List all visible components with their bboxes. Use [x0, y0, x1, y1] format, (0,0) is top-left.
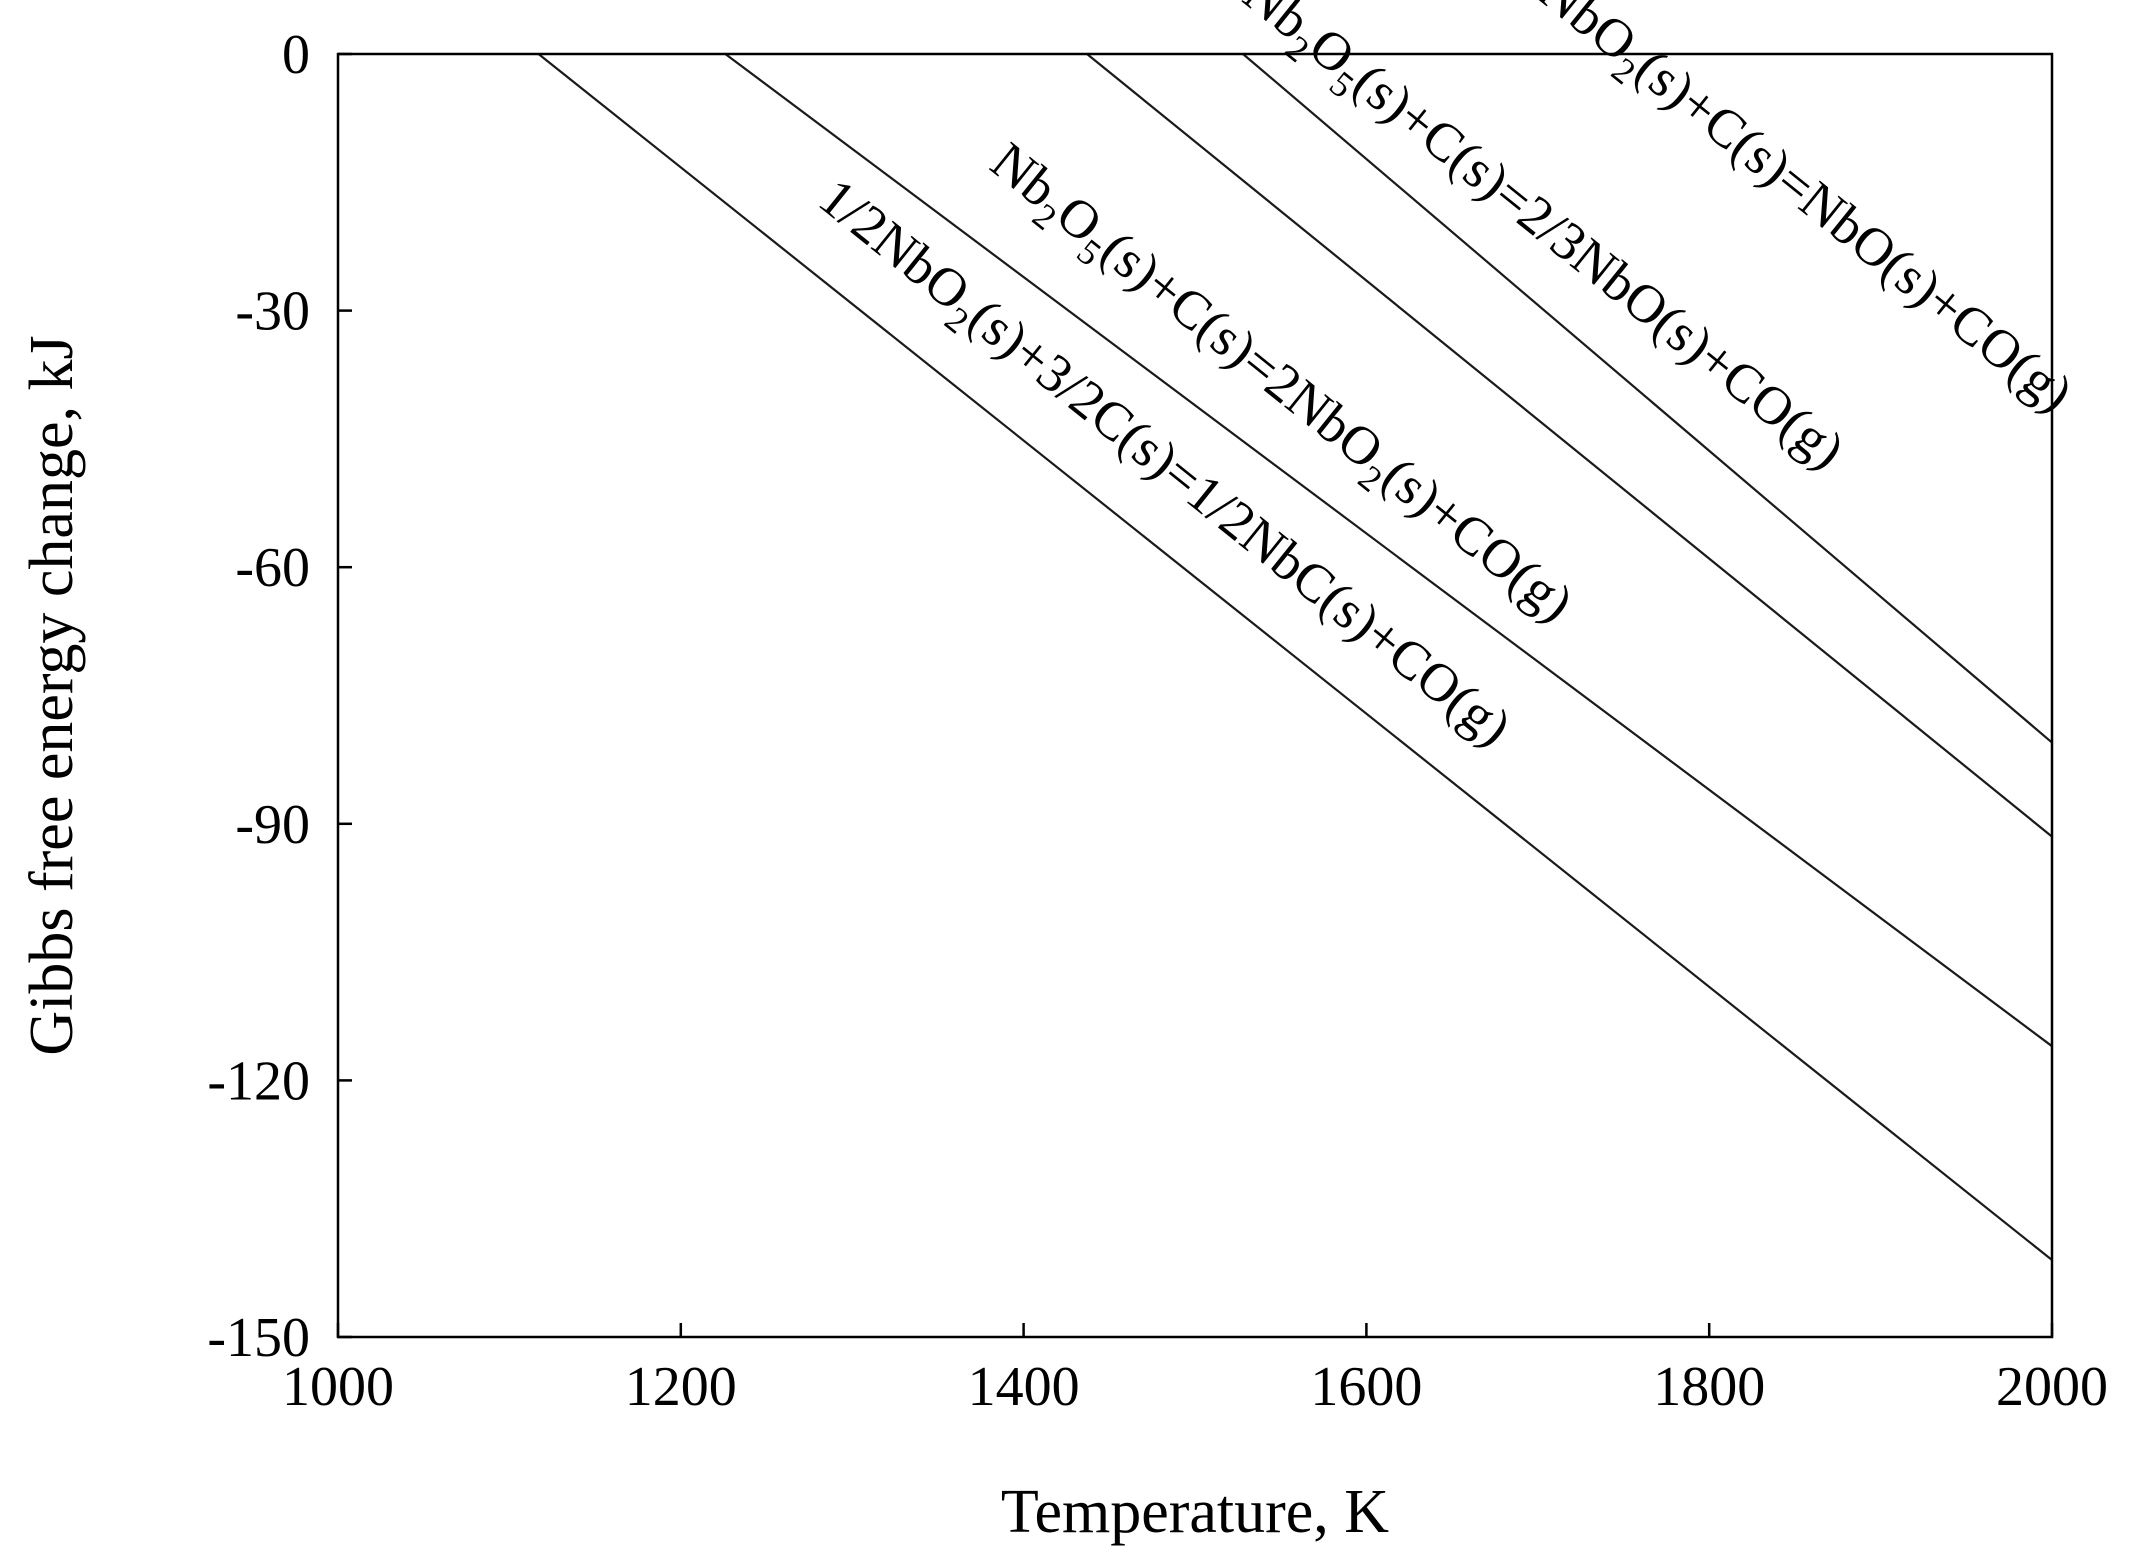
- x-tick-label: 2000: [1996, 1356, 2108, 1418]
- series-label-text: 1/2NbO: [808, 167, 981, 323]
- x-axis-title: Temperature, K: [1001, 1478, 1389, 1546]
- y-tick-label: -150: [207, 1307, 310, 1369]
- series-label-text: (s)+CO(g): [1371, 445, 1584, 633]
- x-tick-label: 1400: [968, 1356, 1080, 1418]
- plot-frame: [336, 52, 2054, 1339]
- x-tick-label: 1600: [1310, 1356, 1422, 1418]
- y-tick-label: -90: [235, 794, 310, 856]
- series-line-3: [724, 53, 2053, 1048]
- x-tick-label: 1000: [282, 1356, 394, 1418]
- series-label-1: NbO2(s)+C(s)=NbO(s)+CO(g): [1522, 0, 2084, 431]
- series-line-1: [1242, 53, 2053, 744]
- axis-layer: 1000 1200 1400 1600 1800 2000 0 -30 -60 -90 -120 -1…: [207, 24, 2108, 1418]
- series-line-2: [1086, 53, 2053, 838]
- x-tick-label: 1800: [1653, 1356, 1765, 1418]
- y-tick-label: -60: [235, 537, 310, 599]
- y-tick-label: -120: [207, 1050, 310, 1112]
- series-label-text: (s)+C(s)=2/3NbO(s)+CO(g): [1342, 51, 1855, 480]
- series-line-4: [537, 53, 2053, 1261]
- x-tick-label: 1200: [625, 1356, 737, 1418]
- series-label-2: 1/3Nb2O5(s)+C(s)=2/3NbO(s)+CO(g): [1173, 0, 1856, 488]
- y-tick-label: -30: [235, 281, 310, 343]
- y-axis-title: Gibbs free energy change, kJ: [18, 335, 86, 1055]
- y-tick-label: 0: [282, 24, 310, 86]
- label-layer: NbO2(s)+C(s)=NbO(s)+CO(g)1/3Nb2O5(s)+C(s…: [808, 0, 2084, 757]
- series-layer: [537, 53, 2053, 1261]
